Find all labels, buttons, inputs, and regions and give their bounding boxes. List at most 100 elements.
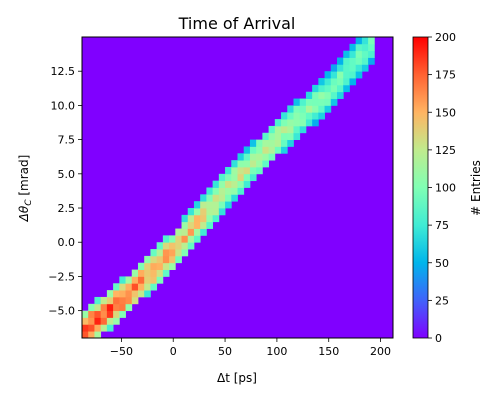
heatmap-cell xyxy=(318,91,325,99)
heatmap-cell xyxy=(324,91,332,99)
heatmap-cell xyxy=(318,98,325,106)
heatmap-cell xyxy=(330,98,338,106)
heatmap-cell xyxy=(193,214,201,223)
heatmap-cell xyxy=(137,276,145,284)
heatmap-cell xyxy=(293,119,301,127)
x-tick-label: 0 xyxy=(170,345,177,358)
heatmap-cell xyxy=(144,262,151,270)
heatmap-cell xyxy=(113,303,120,312)
heatmap-cell xyxy=(368,37,375,45)
heatmap-cell xyxy=(225,194,232,202)
heatmap-cell xyxy=(169,235,176,243)
heatmap-cell xyxy=(225,166,232,175)
heatmap-cell xyxy=(343,71,350,79)
heatmap-cell xyxy=(312,112,319,120)
heatmap-cell xyxy=(330,78,338,86)
heatmap-cell xyxy=(131,276,139,284)
heatmap-cell xyxy=(82,331,89,338)
heatmap-cell xyxy=(243,173,251,182)
heatmap-cell xyxy=(281,119,288,127)
colorbar-ticks: 0 25 50 75 100 125 150 175 200 xyxy=(428,31,456,345)
heatmap-cell xyxy=(175,235,182,243)
heatmap-cell xyxy=(187,208,195,216)
heatmap-cell xyxy=(330,91,338,99)
y-tick-label: 2.5 xyxy=(58,202,76,215)
heatmap-cell xyxy=(293,98,301,106)
heatmap-cell xyxy=(193,228,201,236)
heatmap-cell xyxy=(281,146,288,154)
heatmap-cell xyxy=(355,50,363,58)
heatmap-cell xyxy=(237,180,245,188)
heatmap-cell xyxy=(193,201,201,209)
heatmap-cell xyxy=(119,283,126,291)
heatmap-cell xyxy=(343,78,350,86)
heatmap-cell xyxy=(106,324,114,332)
heatmap-cell xyxy=(162,242,170,250)
heatmap-cell xyxy=(330,84,338,93)
heatmap-cell xyxy=(200,194,207,202)
heatmap-cell xyxy=(137,262,145,270)
heatmap-cell xyxy=(249,153,257,161)
heatmap-cell xyxy=(343,64,350,72)
colorbar-tick-label: 25 xyxy=(435,294,449,307)
heatmap-cell xyxy=(125,290,133,298)
heatmap-cell xyxy=(187,235,195,243)
heatmap-cell xyxy=(162,255,170,264)
heatmap-cell xyxy=(231,173,238,182)
heatmap-cell xyxy=(193,235,201,243)
heatmap-cell xyxy=(150,262,158,270)
heatmap-cell xyxy=(324,84,332,93)
heatmap-cell xyxy=(212,194,220,202)
heatmap-cell xyxy=(200,214,207,223)
heatmap-cell xyxy=(349,71,357,79)
heatmap-cell xyxy=(330,71,338,79)
heatmap-cell xyxy=(249,160,257,168)
heatmap-cell xyxy=(193,221,201,229)
colorbar-tick-label: 175 xyxy=(435,69,456,82)
heatmap-cell xyxy=(82,310,89,318)
heatmap-cell xyxy=(287,139,294,147)
heatmap-cell xyxy=(312,105,319,113)
heatmap-cell xyxy=(131,290,139,298)
heatmap-cell xyxy=(343,57,350,65)
heatmap-cell xyxy=(144,283,151,291)
heatmap-cell xyxy=(187,214,195,223)
heatmap-cell xyxy=(212,201,220,209)
heatmap-cell xyxy=(144,255,151,264)
heatmap-cell xyxy=(156,262,164,270)
heatmap-cell xyxy=(249,146,257,154)
heatmap-cell xyxy=(218,208,226,216)
x-tick-label: 150 xyxy=(318,345,339,358)
heatmap-cell xyxy=(88,317,95,325)
heatmap-cell xyxy=(256,166,263,175)
heatmap-cell xyxy=(318,105,325,113)
heatmap-cell xyxy=(206,208,214,216)
heatmap-cell xyxy=(262,139,269,147)
y-tick-label: −2.5 xyxy=(48,270,75,283)
heatmap-cell xyxy=(106,290,114,298)
heatmap-cell xyxy=(243,166,251,175)
heatmap-cell xyxy=(150,283,158,291)
heatmap-cell xyxy=(305,112,313,120)
heatmap-cell xyxy=(225,173,232,182)
heatmap-cell xyxy=(337,57,344,65)
heatmap-cell xyxy=(82,317,89,325)
heatmap-cell xyxy=(324,78,332,86)
heatmap-cell xyxy=(324,71,332,79)
chart-title: Time of Arrival xyxy=(178,14,296,33)
heatmap-cell xyxy=(237,160,245,168)
heatmap-cell xyxy=(355,37,363,45)
heatmap-cell xyxy=(281,125,288,134)
heatmap-cell xyxy=(100,324,108,332)
heatmap-cell xyxy=(305,105,313,113)
heatmap-cell xyxy=(181,242,189,250)
heatmap-cell xyxy=(349,64,357,72)
heatmap-cell xyxy=(268,132,276,141)
heatmap-cell xyxy=(256,139,263,147)
heatmap-cell xyxy=(287,125,294,134)
heatmap-cell xyxy=(293,112,301,120)
heatmap-cell xyxy=(212,187,220,195)
heatmap-cell xyxy=(162,249,170,257)
heatmap-cell xyxy=(119,303,126,312)
heatmap-cell xyxy=(206,187,214,195)
